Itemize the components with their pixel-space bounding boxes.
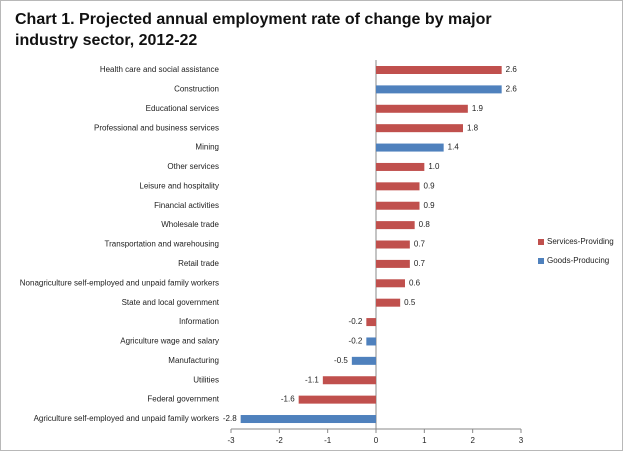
bar	[376, 85, 502, 94]
category-label: Transportation and warehousing	[105, 240, 219, 249]
value-label: 0.7	[414, 259, 426, 268]
bar	[376, 240, 410, 249]
category-label: Federal government	[147, 395, 219, 404]
category-label: Mining	[195, 143, 219, 152]
category-label: Manufacturing	[168, 356, 219, 365]
value-label: 1.0	[428, 162, 440, 171]
bar	[366, 337, 376, 346]
category-label: Health care and social assistance	[100, 65, 220, 74]
chart-title: Chart 1. Projected annual employment rat…	[15, 11, 492, 49]
category-label: Retail trade	[178, 259, 219, 268]
x-tick-label: -2	[276, 436, 284, 445]
bar	[376, 221, 415, 230]
value-label: 0.6	[409, 278, 421, 287]
value-label: 0.8	[419, 220, 431, 229]
bar	[376, 182, 420, 191]
value-label: 0.5	[404, 298, 416, 307]
value-label: 2.6	[506, 65, 518, 74]
category-label: Wholesale trade	[161, 220, 219, 229]
bar	[376, 298, 401, 307]
bar	[376, 66, 502, 74]
legend-label: Services-Providing	[547, 237, 614, 246]
category-label: Leisure and hospitality	[139, 181, 219, 190]
x-tick-label: -1	[324, 436, 332, 445]
bar	[376, 259, 410, 268]
category-label: Information	[179, 317, 219, 326]
value-label: 2.6	[506, 84, 518, 93]
bar	[376, 279, 405, 288]
value-label: -1.6	[281, 395, 295, 404]
category-label: Educational services	[146, 104, 219, 113]
legend-label: Goods-Producing	[547, 256, 609, 265]
bar	[376, 162, 425, 171]
value-label: -0.2	[349, 317, 363, 326]
bar	[298, 395, 376, 404]
category-label: Construction	[174, 84, 219, 93]
value-label: 1.9	[472, 104, 484, 113]
category-label: Financial activities	[154, 201, 219, 210]
x-tick-label: 1	[422, 436, 427, 445]
value-label: 0.7	[414, 240, 426, 249]
category-label: Agriculture self-employed and unpaid fam…	[34, 414, 219, 423]
x-tick-label: 3	[519, 436, 524, 445]
legend-swatch	[538, 258, 544, 264]
value-label: 1.4	[448, 143, 460, 152]
x-tick-label: 2	[470, 436, 475, 445]
category-label: State and local government	[122, 298, 220, 307]
category-label: Nonagriculture self-employed and unpaid …	[20, 278, 219, 287]
bar	[376, 104, 468, 113]
category-label: Utilities	[193, 375, 219, 384]
category-label: Other services	[167, 162, 219, 171]
bar	[322, 376, 376, 385]
x-tick-label: 0	[374, 436, 379, 445]
x-tick-label: -3	[227, 436, 235, 445]
bar	[351, 356, 376, 365]
value-label: 0.9	[424, 201, 436, 210]
bar	[366, 318, 376, 327]
category-label: Professional and business services	[94, 123, 219, 132]
value-label: -0.2	[349, 337, 363, 346]
value-label: -2.8	[223, 414, 237, 423]
bar	[376, 143, 444, 152]
bar	[240, 415, 376, 424]
value-label: 0.9	[424, 181, 436, 190]
legend-swatch	[538, 239, 544, 245]
category-label: Agriculture wage and salary	[120, 337, 219, 346]
bar	[376, 201, 420, 210]
value-label: 1.8	[467, 123, 479, 132]
value-label: -1.1	[305, 375, 319, 384]
bar	[376, 124, 463, 133]
value-label: -0.5	[334, 356, 348, 365]
